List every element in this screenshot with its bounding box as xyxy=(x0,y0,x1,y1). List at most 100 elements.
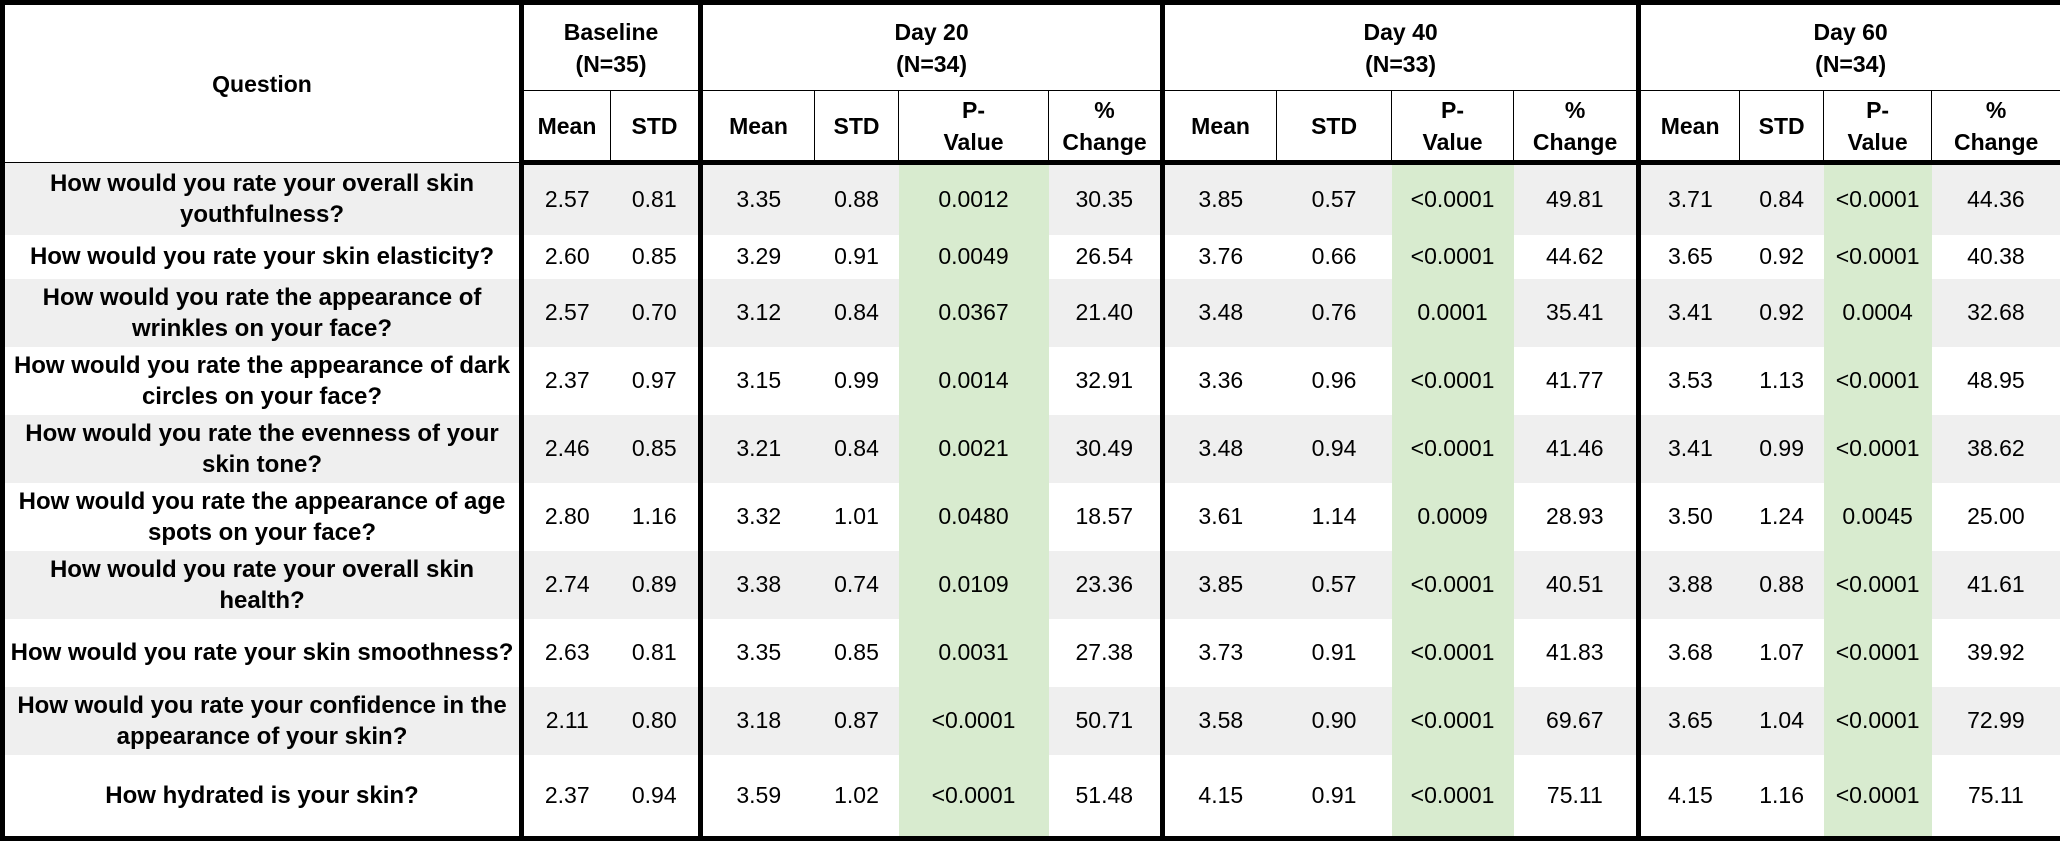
group-n: (N=33) xyxy=(1169,48,1632,80)
question: How would you rate your overall skin you… xyxy=(3,163,522,235)
group-n: (N=34) xyxy=(1645,48,2056,80)
column-label: STD xyxy=(1311,110,1357,142)
value-cell: 1.07 xyxy=(1740,619,1824,687)
value-cell: 21.40 xyxy=(1049,279,1163,347)
value-cell: 32.91 xyxy=(1049,347,1163,415)
column-header: % Change xyxy=(1514,91,1639,163)
column-header: Mean xyxy=(522,91,611,163)
value-cell: 0.84 xyxy=(1740,163,1824,235)
value-cell: 30.49 xyxy=(1049,415,1163,483)
value-cell: 25.00 xyxy=(1932,483,2060,551)
data-row: How would you rate the evenness of your … xyxy=(3,415,2060,483)
value-cell: 35.41 xyxy=(1514,279,1639,347)
question: How would you rate your overall skin hea… xyxy=(3,551,522,619)
value-cell: 0.85 xyxy=(611,415,701,483)
column-header: STD xyxy=(611,91,701,163)
value-cell: 0.84 xyxy=(815,415,899,483)
value-cell: 0.85 xyxy=(611,235,701,279)
p-value-cell: 0.0045 xyxy=(1824,483,1932,551)
value-cell: 2.60 xyxy=(522,235,611,279)
value-cell: 23.36 xyxy=(1049,551,1163,619)
column-header: Mean xyxy=(1163,91,1277,163)
p-value-cell: 0.0367 xyxy=(899,279,1049,347)
p-value-cell: <0.0001 xyxy=(1392,755,1514,839)
value-cell: 75.11 xyxy=(1514,755,1639,839)
value-cell: 3.36 xyxy=(1163,347,1277,415)
value-cell: 0.57 xyxy=(1277,551,1392,619)
value-cell: 41.61 xyxy=(1932,551,2060,619)
value-cell: 32.68 xyxy=(1932,279,2060,347)
value-cell: 0.81 xyxy=(611,163,701,235)
question: How would you rate your confidence in th… xyxy=(3,687,522,755)
data-row: How would you rate the appearance of dar… xyxy=(3,347,2060,415)
value-cell: 3.32 xyxy=(701,483,815,551)
value-cell: 3.73 xyxy=(1163,619,1277,687)
p-value-cell: <0.0001 xyxy=(1824,415,1932,483)
value-cell: 44.36 xyxy=(1932,163,2060,235)
value-cell: 0.91 xyxy=(815,235,899,279)
column-header: % Change xyxy=(1049,91,1163,163)
value-cell: 50.71 xyxy=(1049,687,1163,755)
group-label: Day 20 xyxy=(707,16,1156,48)
value-cell: 2.57 xyxy=(522,279,611,347)
value-cell: 0.91 xyxy=(1277,619,1392,687)
value-cell: 2.37 xyxy=(522,755,611,839)
p-value-cell: <0.0001 xyxy=(1824,687,1932,755)
column-header: P-Value xyxy=(1392,91,1514,163)
group-header: Day 20(N=34) xyxy=(701,3,1163,91)
value-cell: 3.18 xyxy=(701,687,815,755)
value-cell: 2.37 xyxy=(522,347,611,415)
p-value-cell: <0.0001 xyxy=(1824,755,1932,839)
data-row: How would you rate your overall skin you… xyxy=(3,163,2060,235)
value-cell: 40.38 xyxy=(1932,235,2060,279)
value-cell: 0.96 xyxy=(1277,347,1392,415)
p-value-cell: 0.0480 xyxy=(899,483,1049,551)
p-value-cell: <0.0001 xyxy=(1392,235,1514,279)
column-header: STD xyxy=(1740,91,1824,163)
value-cell: 72.99 xyxy=(1932,687,2060,755)
value-cell: 0.57 xyxy=(1277,163,1392,235)
p-value-cell: 0.0004 xyxy=(1824,279,1932,347)
question: How would you rate the evenness of your … xyxy=(3,415,522,483)
column-header: P-Value xyxy=(1824,91,1932,163)
group-header: Day 60(N=34) xyxy=(1639,3,2060,91)
p-value-cell: <0.0001 xyxy=(1824,619,1932,687)
value-cell: 1.16 xyxy=(1740,755,1824,839)
value-cell: 0.76 xyxy=(1277,279,1392,347)
p-value-cell: <0.0001 xyxy=(1392,687,1514,755)
value-cell: 3.35 xyxy=(701,163,815,235)
value-cell: 2.57 xyxy=(522,163,611,235)
p-value-cell: 0.0014 xyxy=(899,347,1049,415)
p-value-cell: <0.0001 xyxy=(899,687,1049,755)
value-cell: 0.99 xyxy=(1740,415,1824,483)
group-header: Day 40(N=33) xyxy=(1163,3,1639,91)
column-header: % Change xyxy=(1932,91,2060,163)
value-cell: 0.88 xyxy=(1740,551,1824,619)
value-cell: 3.35 xyxy=(701,619,815,687)
value-cell: 27.38 xyxy=(1049,619,1163,687)
value-cell: 0.89 xyxy=(611,551,701,619)
p-value-cell: 0.0031 xyxy=(899,619,1049,687)
question: How hydrated is your skin? xyxy=(3,755,522,839)
value-cell: 0.87 xyxy=(815,687,899,755)
value-cell: 4.15 xyxy=(1163,755,1277,839)
column-label: % Change xyxy=(1062,94,1146,158)
value-cell: 0.88 xyxy=(815,163,899,235)
value-cell: 0.70 xyxy=(611,279,701,347)
value-cell: 0.99 xyxy=(815,347,899,415)
value-cell: 3.21 xyxy=(701,415,815,483)
value-cell: 3.85 xyxy=(1163,551,1277,619)
value-cell: 48.95 xyxy=(1932,347,2060,415)
group-n: (N=34) xyxy=(707,48,1156,80)
value-cell: 2.46 xyxy=(522,415,611,483)
value-cell: 0.81 xyxy=(611,619,701,687)
value-cell: 0.80 xyxy=(611,687,701,755)
value-cell: 41.83 xyxy=(1514,619,1639,687)
value-cell: 41.46 xyxy=(1514,415,1639,483)
value-cell: 39.92 xyxy=(1932,619,2060,687)
value-cell: 18.57 xyxy=(1049,483,1163,551)
p-value-cell: 0.0012 xyxy=(899,163,1049,235)
value-cell: 1.13 xyxy=(1740,347,1824,415)
data-row: How would you rate your overall skin hea… xyxy=(3,551,2060,619)
